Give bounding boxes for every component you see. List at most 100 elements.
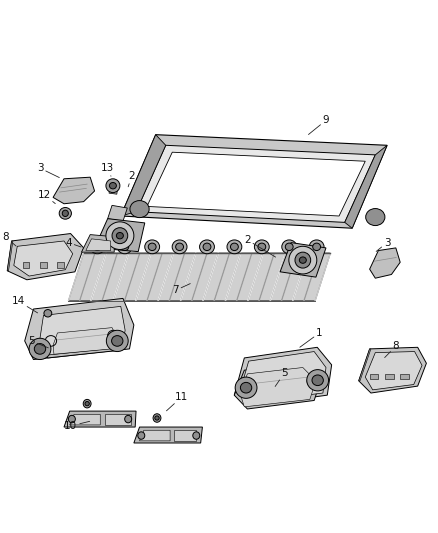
Ellipse shape	[227, 240, 242, 254]
Polygon shape	[134, 427, 202, 443]
Ellipse shape	[112, 228, 128, 244]
Polygon shape	[370, 374, 378, 379]
Ellipse shape	[145, 240, 159, 254]
Text: 7: 7	[172, 284, 190, 295]
Polygon shape	[86, 239, 111, 251]
Ellipse shape	[285, 243, 293, 251]
Ellipse shape	[258, 243, 266, 251]
Ellipse shape	[235, 377, 257, 398]
Ellipse shape	[230, 243, 238, 251]
Ellipse shape	[130, 200, 149, 217]
Ellipse shape	[299, 257, 306, 263]
Ellipse shape	[172, 240, 187, 254]
Text: 10: 10	[64, 421, 90, 431]
Polygon shape	[108, 205, 127, 221]
Polygon shape	[240, 368, 316, 407]
Text: 9: 9	[308, 115, 329, 134]
Ellipse shape	[62, 210, 68, 216]
Text: 3: 3	[37, 163, 59, 177]
Ellipse shape	[121, 243, 129, 251]
Ellipse shape	[148, 243, 156, 251]
Ellipse shape	[106, 179, 120, 192]
Ellipse shape	[117, 232, 124, 239]
Polygon shape	[234, 348, 332, 406]
Polygon shape	[105, 414, 131, 425]
Ellipse shape	[90, 240, 105, 254]
Polygon shape	[70, 414, 100, 425]
Text: 5: 5	[275, 368, 288, 386]
Ellipse shape	[138, 432, 145, 439]
Text: 8: 8	[385, 341, 399, 358]
Polygon shape	[40, 322, 125, 358]
Ellipse shape	[155, 416, 159, 420]
Text: 12: 12	[38, 190, 55, 204]
Ellipse shape	[289, 246, 317, 274]
Polygon shape	[359, 349, 371, 381]
Polygon shape	[81, 235, 114, 252]
Ellipse shape	[59, 207, 71, 219]
Ellipse shape	[83, 399, 91, 408]
Polygon shape	[359, 348, 426, 393]
Ellipse shape	[85, 401, 89, 406]
Polygon shape	[53, 177, 95, 204]
Polygon shape	[147, 152, 365, 216]
Ellipse shape	[110, 182, 117, 189]
Ellipse shape	[203, 243, 211, 251]
Polygon shape	[57, 262, 64, 268]
Polygon shape	[95, 219, 145, 252]
Polygon shape	[136, 146, 375, 222]
Polygon shape	[22, 262, 29, 268]
Ellipse shape	[366, 208, 385, 225]
Polygon shape	[40, 262, 46, 268]
Ellipse shape	[240, 382, 252, 393]
Text: 11: 11	[166, 392, 188, 411]
Polygon shape	[14, 241, 73, 276]
Text: 3: 3	[376, 238, 390, 252]
Polygon shape	[365, 352, 422, 390]
Ellipse shape	[112, 336, 123, 346]
Ellipse shape	[34, 344, 46, 354]
Ellipse shape	[44, 310, 52, 317]
Polygon shape	[400, 374, 409, 379]
Polygon shape	[280, 243, 326, 277]
Ellipse shape	[93, 243, 101, 251]
Ellipse shape	[254, 240, 269, 254]
Text: 4: 4	[65, 238, 81, 247]
Ellipse shape	[117, 240, 132, 254]
Polygon shape	[7, 241, 13, 271]
Text: 2: 2	[128, 171, 135, 187]
Text: 13: 13	[101, 163, 114, 176]
Ellipse shape	[106, 222, 134, 249]
Polygon shape	[121, 135, 387, 228]
Ellipse shape	[307, 369, 328, 391]
Text: 1: 1	[300, 328, 323, 348]
Ellipse shape	[153, 414, 161, 422]
Polygon shape	[40, 306, 125, 356]
Polygon shape	[64, 411, 136, 427]
Ellipse shape	[68, 415, 75, 423]
Text: 8: 8	[3, 232, 16, 246]
Polygon shape	[121, 135, 166, 216]
Polygon shape	[109, 185, 118, 194]
Text: 14: 14	[11, 296, 38, 313]
Ellipse shape	[313, 243, 321, 251]
Polygon shape	[345, 146, 387, 228]
Polygon shape	[68, 253, 330, 301]
Ellipse shape	[125, 415, 132, 423]
Polygon shape	[240, 352, 326, 402]
Ellipse shape	[295, 252, 311, 268]
Polygon shape	[53, 328, 118, 354]
Ellipse shape	[312, 375, 323, 385]
Polygon shape	[140, 430, 170, 441]
Polygon shape	[385, 374, 394, 379]
Ellipse shape	[193, 432, 200, 439]
Ellipse shape	[309, 240, 324, 254]
Polygon shape	[370, 248, 400, 278]
Ellipse shape	[176, 243, 184, 251]
Ellipse shape	[29, 338, 51, 360]
Ellipse shape	[282, 240, 297, 254]
Text: 5: 5	[28, 336, 48, 348]
Text: 2: 2	[244, 235, 276, 257]
Polygon shape	[174, 430, 196, 441]
Polygon shape	[7, 233, 84, 280]
